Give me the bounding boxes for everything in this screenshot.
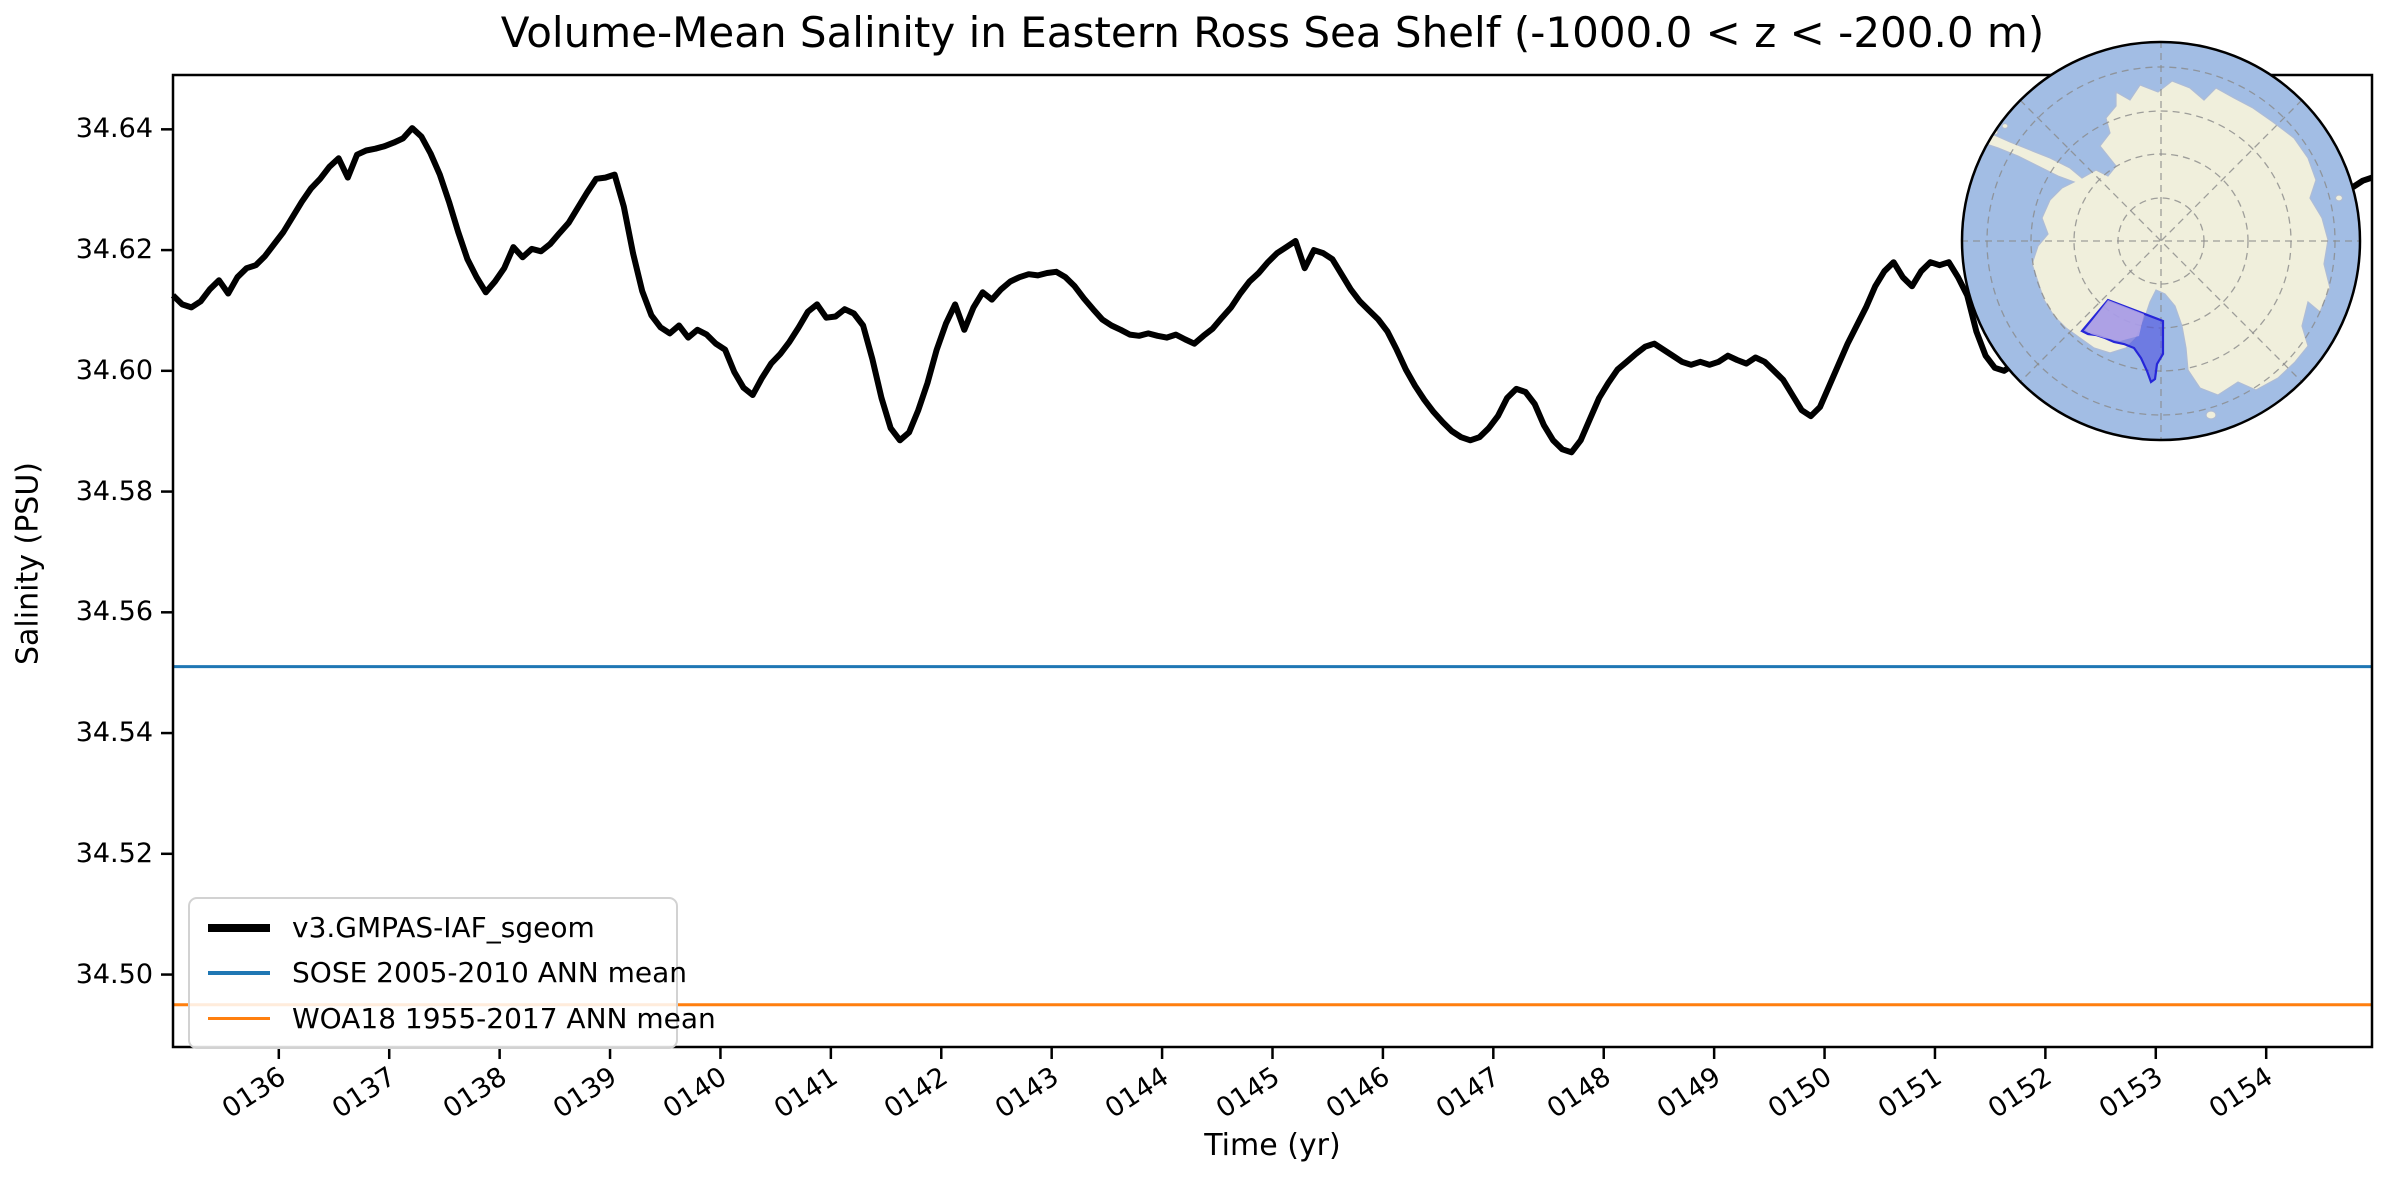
antarctica-map-inset [1960,40,2362,442]
map-island [2334,194,2344,202]
legend-label-woa: WOA18 1955-2017 ANN mean [292,1001,716,1035]
plot-frame [171,73,2374,1049]
legend-box: v3.GMPAS-IAF_sgeom SOSE 2005-2010 ANN me… [188,897,716,1049]
y-tick-label: 34.50 [75,958,153,990]
y-tick-label: 34.58 [75,475,153,507]
legend-swatch-woa [208,1016,270,1021]
y-tick-label: 34.62 [75,234,153,266]
legend-row-woa: WOA18 1955-2017 ANN mean [190,999,716,1037]
y-tick-label: 34.60 [75,354,153,386]
map-island [2001,122,2009,130]
series-line [170,125,2373,456]
map-graticule-line [2019,99,2303,383]
map-rim [1960,40,2362,442]
y-tick-label: 34.52 [75,837,153,869]
legend-swatch-model [208,923,270,932]
map-graticule-line [2019,99,2303,383]
chart-title: Volume-Mean Salinity in Eastern Ross Sea… [500,8,2045,57]
series-line-group [170,125,2373,456]
legend-row-model: v3.GMPAS-IAF_sgeom [190,909,676,947]
axis-ticks [161,128,2268,1059]
y-tick-label: 34.54 [75,717,153,749]
y-tick-label: 34.56 [75,596,153,628]
map-ross-sea-highlight [2080,298,2165,384]
map-island [2205,410,2217,420]
x-axis-label: Time (yr) [1204,1128,1341,1163]
y-axis-label: Salinity (PSU) [10,462,46,665]
legend-label-model: v3.GMPAS-IAF_sgeom [292,911,595,945]
legend-swatch-sose [208,971,270,975]
legend-row-sose: SOSE 2005-2010 ANN mean [190,954,687,992]
y-tick-label: 34.64 [75,113,153,145]
legend-label-sose: SOSE 2005-2010 ANN mean [292,956,688,990]
